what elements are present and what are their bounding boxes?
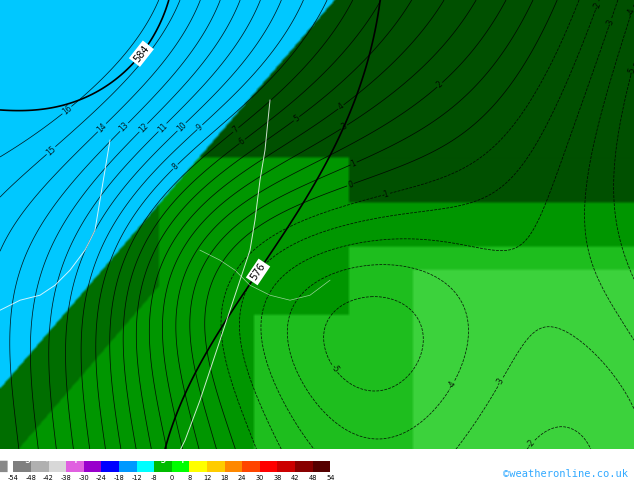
Bar [190, 461, 207, 472]
Text: -4: -4 [446, 379, 458, 391]
Bar [31, 461, 49, 472]
Bar [260, 461, 278, 472]
Text: -42: -42 [43, 474, 54, 481]
Bar [119, 461, 136, 472]
Text: 8: 8 [171, 162, 180, 172]
Text: 2: 2 [435, 80, 444, 90]
Bar [66, 461, 84, 472]
Text: 14: 14 [95, 121, 108, 134]
Text: -24: -24 [96, 474, 107, 481]
Bar [242, 461, 260, 472]
Bar [295, 461, 313, 472]
Text: 15: 15 [44, 144, 58, 157]
Bar [136, 461, 154, 472]
Text: -54: -54 [8, 474, 19, 481]
Text: Th 30-05-2024 18:00 UTC (12+06): Th 30-05-2024 18:00 UTC (12+06) [407, 450, 628, 463]
Text: 1: 1 [349, 158, 358, 169]
Text: -38: -38 [61, 474, 72, 481]
Text: -30: -30 [79, 474, 89, 481]
Text: 16: 16 [60, 103, 74, 117]
Bar [13, 461, 31, 472]
Text: 30: 30 [256, 474, 264, 481]
Bar [207, 461, 224, 472]
Text: -2: -2 [526, 438, 538, 449]
Text: -2: -2 [592, 0, 602, 11]
Text: 10: 10 [175, 120, 188, 133]
Text: -48: -48 [25, 474, 36, 481]
FancyArrow shape [0, 461, 8, 472]
Text: -1: -1 [381, 189, 391, 200]
Bar [49, 461, 66, 472]
Text: -18: -18 [113, 474, 124, 481]
Text: 13: 13 [117, 121, 131, 134]
Text: 12: 12 [203, 474, 211, 481]
Bar [278, 461, 295, 472]
Text: 9: 9 [195, 122, 205, 132]
Text: ©weatheronline.co.uk: ©weatheronline.co.uk [503, 469, 628, 479]
Text: 4: 4 [336, 102, 346, 112]
Text: 11: 11 [156, 121, 169, 134]
Bar [172, 461, 190, 472]
Text: -5: -5 [328, 363, 340, 374]
Text: 5: 5 [292, 114, 301, 124]
Bar [101, 461, 119, 472]
Text: 12: 12 [137, 121, 150, 134]
Text: -4: -4 [626, 6, 634, 16]
Text: -3: -3 [605, 18, 616, 27]
Text: 584: 584 [132, 43, 151, 64]
Text: -8: -8 [151, 474, 157, 481]
Text: 6: 6 [238, 136, 247, 147]
Text: 42: 42 [291, 474, 299, 481]
Text: -12: -12 [131, 474, 142, 481]
Text: 48: 48 [309, 474, 317, 481]
Text: 38: 38 [273, 474, 281, 481]
Bar [313, 461, 330, 472]
Text: 7: 7 [231, 125, 240, 135]
Bar [84, 461, 101, 472]
Text: -5: -5 [626, 66, 634, 75]
Text: -3: -3 [495, 376, 507, 387]
Text: 0: 0 [170, 474, 174, 481]
Text: 24: 24 [238, 474, 247, 481]
Text: 0: 0 [347, 180, 354, 190]
Bar [154, 461, 172, 472]
Text: 576: 576 [249, 262, 268, 283]
Text: 3: 3 [340, 122, 349, 132]
Text: 8: 8 [187, 474, 191, 481]
Text: 18: 18 [221, 474, 229, 481]
Text: 54: 54 [326, 474, 335, 481]
Bar [224, 461, 242, 472]
Text: Height/Temp. 500 hPa [gdmp][°C] ECMWF: Height/Temp. 500 hPa [gdmp][°C] ECMWF [3, 450, 267, 463]
